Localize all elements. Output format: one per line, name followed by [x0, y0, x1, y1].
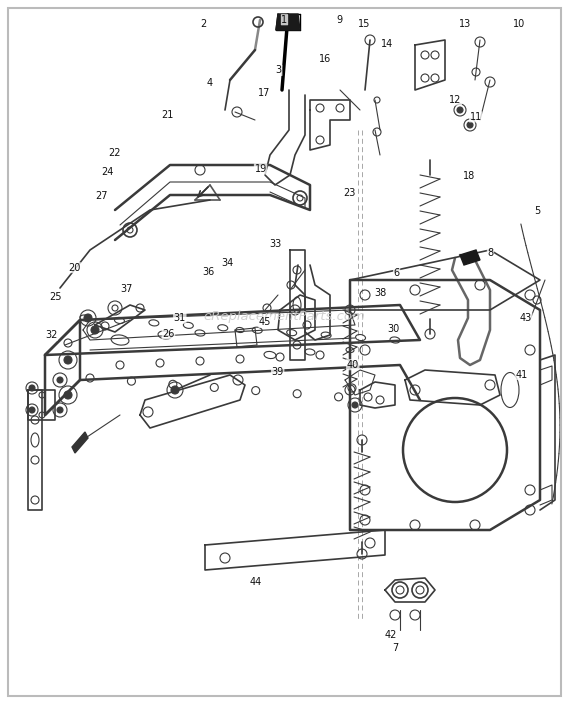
Circle shape: [457, 107, 463, 113]
Text: 12: 12: [449, 95, 461, 105]
Text: 1: 1: [282, 15, 287, 25]
Text: 25: 25: [50, 292, 62, 302]
Text: 14: 14: [381, 39, 393, 49]
Circle shape: [352, 402, 358, 408]
Text: 43: 43: [519, 313, 532, 323]
Text: 26: 26: [162, 329, 175, 339]
Text: 44: 44: [250, 577, 262, 586]
Text: 34: 34: [221, 258, 234, 268]
Text: 23: 23: [343, 188, 356, 198]
Text: 40: 40: [347, 360, 359, 370]
Text: 36: 36: [202, 267, 215, 277]
Polygon shape: [460, 250, 480, 265]
Text: 11: 11: [469, 112, 482, 122]
Circle shape: [29, 407, 35, 413]
Text: 38: 38: [374, 288, 386, 298]
Circle shape: [57, 407, 63, 413]
Text: 32: 32: [45, 330, 57, 340]
Text: 30: 30: [387, 325, 400, 334]
Text: 20: 20: [68, 263, 80, 272]
Circle shape: [64, 356, 72, 364]
Text: 4: 4: [207, 78, 212, 88]
Text: 5: 5: [534, 206, 540, 216]
Text: 18: 18: [463, 171, 475, 181]
Circle shape: [467, 122, 473, 128]
Text: 27: 27: [95, 191, 108, 201]
Text: eReplacementParts.com: eReplacementParts.com: [204, 310, 365, 323]
Polygon shape: [72, 432, 88, 453]
Text: 9: 9: [336, 15, 342, 25]
Text: 7: 7: [392, 643, 398, 653]
Text: 17: 17: [258, 88, 270, 98]
Text: 15: 15: [358, 19, 370, 29]
Text: 19: 19: [254, 164, 267, 174]
Text: 42: 42: [384, 630, 397, 640]
Text: 10: 10: [513, 19, 525, 29]
Text: 39: 39: [271, 367, 284, 377]
Text: 37: 37: [120, 284, 133, 294]
Text: 33: 33: [269, 239, 282, 249]
Text: 16: 16: [319, 54, 332, 64]
Text: 6: 6: [394, 268, 399, 278]
Text: 45: 45: [259, 318, 271, 327]
Text: 24: 24: [101, 167, 113, 177]
Text: 21: 21: [161, 111, 174, 120]
Circle shape: [57, 377, 63, 383]
Circle shape: [91, 326, 99, 334]
Circle shape: [29, 385, 35, 391]
Circle shape: [64, 391, 72, 399]
Text: 3: 3: [276, 65, 282, 75]
Text: 22: 22: [109, 149, 121, 158]
Circle shape: [171, 386, 179, 394]
Text: 13: 13: [459, 19, 472, 29]
Text: 31: 31: [174, 313, 186, 323]
Text: 8: 8: [488, 249, 493, 258]
Circle shape: [84, 314, 92, 322]
Text: 41: 41: [515, 370, 527, 379]
Polygon shape: [276, 14, 300, 30]
Text: 2: 2: [201, 19, 207, 29]
